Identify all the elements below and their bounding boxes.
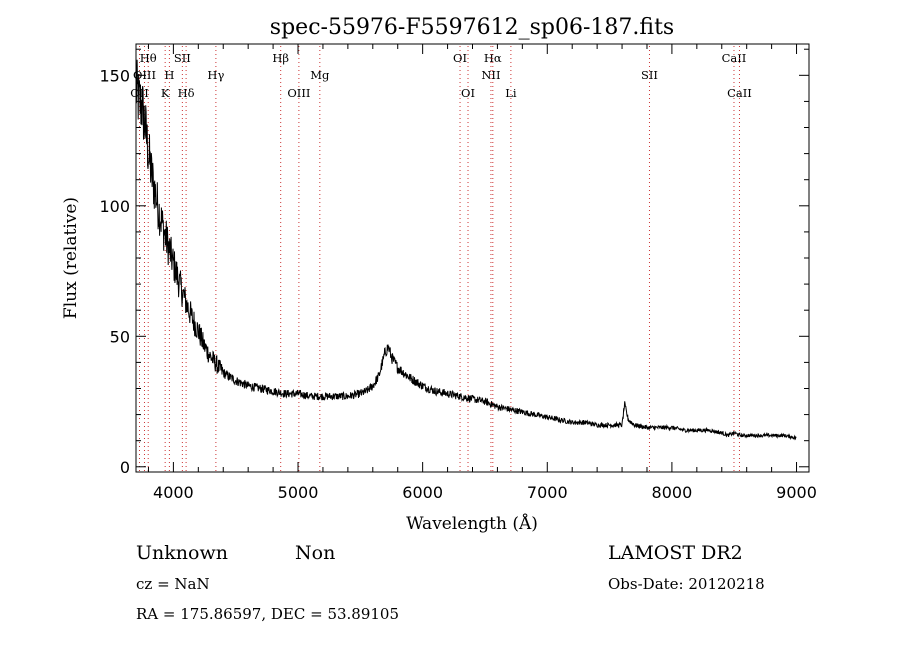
line-marker-label: Hδ: [178, 86, 195, 100]
line-marker-label: Li: [505, 86, 517, 100]
line-marker-label: SII: [174, 51, 191, 65]
object-class: Unknown: [136, 542, 228, 564]
line-marker-label: CaII: [722, 51, 747, 65]
line-marker-label: OIII: [287, 86, 310, 100]
line-marker-label: K: [161, 86, 170, 100]
y-tick-label: 0: [120, 458, 130, 477]
obs-date-text: Obs-Date: 20120218: [608, 575, 765, 593]
coordinates-text: RA = 175.86597, DEC = 53.89105: [136, 605, 399, 623]
line-marker-label: Hγ: [207, 68, 224, 82]
x-tick-label: 4000: [153, 483, 194, 502]
line-marker-label: OI: [453, 51, 467, 65]
line-marker-label: SII: [641, 68, 658, 82]
redshift-text: cz = NaN: [136, 575, 210, 593]
y-axis-label: Flux (relative): [61, 197, 81, 319]
line-marker-label: Mg: [310, 68, 330, 82]
object-subclass: Non: [295, 542, 335, 564]
x-tick-label: 6000: [402, 483, 443, 502]
y-tick-label: 100: [99, 197, 130, 216]
line-marker-label: Hθ: [140, 51, 157, 65]
chart-title: spec-55976-F5597612_sp06-187.fits: [270, 15, 674, 40]
line-marker-label: OI: [461, 86, 475, 100]
line-marker-label: CaII: [727, 86, 752, 100]
y-tick-label: 50: [110, 327, 130, 346]
line-marker-label: H: [164, 68, 174, 82]
line-marker-label: NII: [481, 68, 500, 82]
line-marker-label: Hβ: [272, 51, 289, 65]
x-tick-label: 8000: [652, 483, 693, 502]
y-tick-label: 150: [99, 66, 130, 85]
spectrum-series: [135, 59, 797, 441]
x-axis: 4000 5000 6000 7000 8000 9000: [147, 44, 817, 502]
x-axis-label: Wavelength (Å): [406, 513, 538, 534]
plot-frame: [135, 43, 810, 473]
x-tick-label: 7000: [527, 483, 568, 502]
x-tick-label: 5000: [278, 483, 319, 502]
line-marker-label: Hα: [484, 51, 502, 65]
survey-name: LAMOST DR2: [608, 542, 743, 564]
y-axis: 0 50 100 150: [99, 48, 809, 477]
x-tick-label: 9000: [776, 483, 817, 502]
spectrum-line: [135, 59, 797, 441]
